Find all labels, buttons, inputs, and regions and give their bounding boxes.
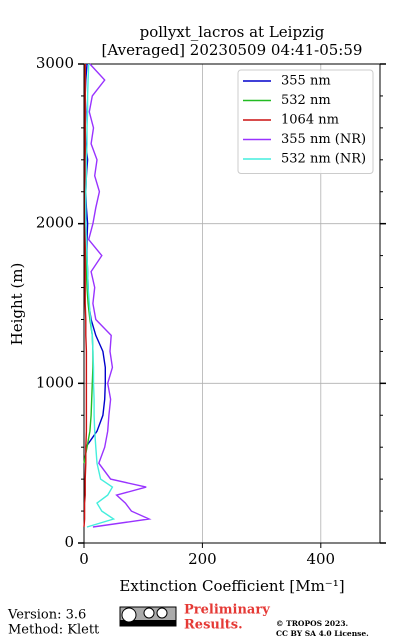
y-tick-label: 0 [64,533,74,551]
profile-line [87,63,152,528]
legend-label: 355 nm (NR) [281,132,366,147]
x-tick-label: 0 [79,550,89,568]
chart-title: pollyxt_lacros at Leipzig [140,23,325,41]
legend-label: 355 nm [281,74,331,89]
x-tick-label: 400 [306,550,335,568]
plot-frame [83,63,381,544]
copyright: © TROPOS 2023. [276,619,348,628]
notice: Results. [184,618,243,633]
method: Method: Klett [8,623,100,638]
y-tick-label: 3000 [36,54,74,72]
y-tick-label: 2000 [36,214,74,232]
y-axis-label: Height (m) [8,263,26,346]
legend-label: 1064 nm [281,113,339,128]
profile-line [85,63,116,528]
legend-box [237,69,374,174]
profile-line [83,64,88,528]
legend-label: 532 nm (NR) [281,152,366,167]
license: CC BY SA 4.0 License. [276,629,369,638]
chart-subtitle: [Averaged] 20230509 04:41-05:59 [102,41,363,59]
notice: Preliminary [184,603,270,618]
legend-label: 532 nm [281,93,331,108]
version: Version: 3.6 [7,608,86,623]
cc-badge [119,606,177,627]
y-tick-label: 1000 [36,373,74,391]
x-tick-label: 200 [188,550,217,568]
x-axis-label: Extinction Coefficient [Mm⁻¹] [119,577,344,595]
